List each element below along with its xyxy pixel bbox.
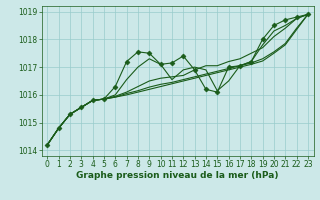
- X-axis label: Graphe pression niveau de la mer (hPa): Graphe pression niveau de la mer (hPa): [76, 171, 279, 180]
